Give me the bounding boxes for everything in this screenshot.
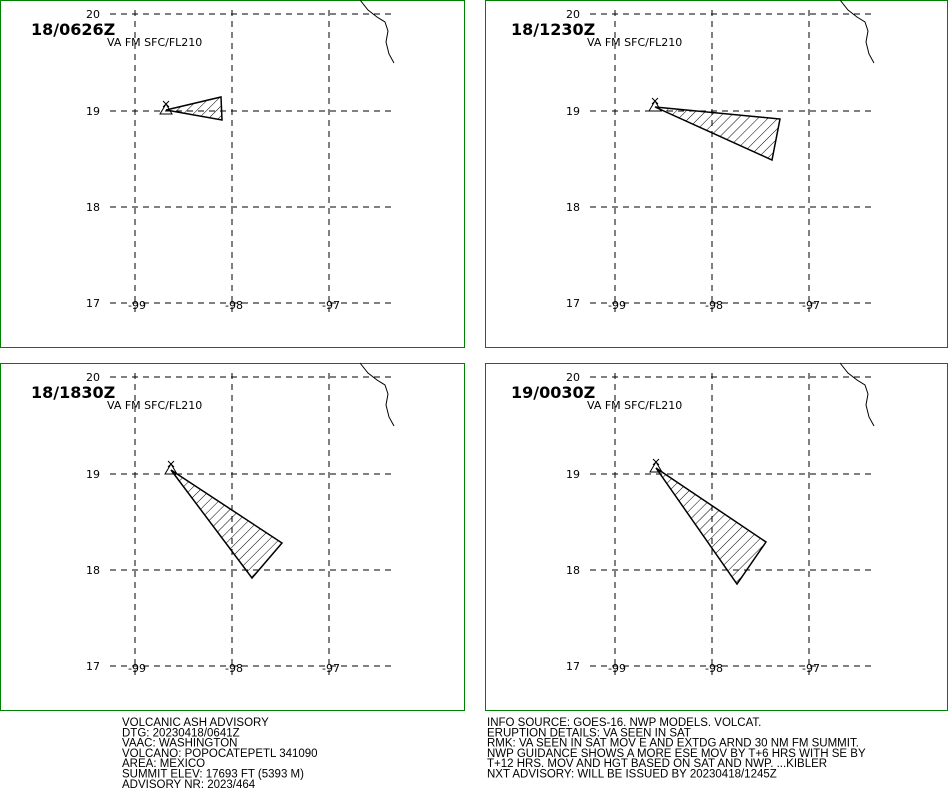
advisory-line: SUMMIT ELEV: 17693 FT (5393 M) <box>122 769 304 781</box>
lat-label: 20 <box>566 371 580 384</box>
panel-border <box>0 363 465 711</box>
ash-area <box>654 106 781 162</box>
ash-area <box>165 96 223 121</box>
valid-time: 19/0030Z <box>511 383 595 402</box>
lon-label: -98 <box>705 299 723 312</box>
flight-level: VA FM SFC/FL210 <box>587 399 682 412</box>
ash-area <box>655 467 768 586</box>
coastline <box>359 362 395 427</box>
flight-level: VA FM SFC/FL210 <box>107 36 202 49</box>
lat-label: 18 <box>86 201 100 214</box>
coastline <box>359 0 395 64</box>
lat-label: 17 <box>86 297 100 310</box>
lat-label: 18 <box>566 564 580 577</box>
lon-label: -98 <box>705 662 723 675</box>
advisory-line: NXT ADVISORY: WILL BE ISSUED BY 20230418… <box>487 769 777 781</box>
lon-label: -97 <box>322 299 340 312</box>
lon-label: -99 <box>128 662 146 675</box>
volcano-symbol <box>159 100 173 115</box>
volcano-symbol <box>649 458 663 473</box>
volcano-symbol <box>648 97 662 112</box>
advisory-line: AREA: MEXICO <box>122 758 205 770</box>
lon-label: -98 <box>225 299 243 312</box>
lon-label: -98 <box>225 662 243 675</box>
advisory-line: ERUPTION DETAILS: VA SEEN IN SAT <box>487 727 691 739</box>
flight-level: VA FM SFC/FL210 <box>107 399 202 412</box>
panel-border <box>485 363 948 711</box>
advisory-line: T+12 HRS. MOV AND HGT BASED ON SAT AND N… <box>487 758 827 770</box>
lat-label: 20 <box>86 371 100 384</box>
lat-label: 19 <box>566 468 580 481</box>
lon-label: -97 <box>322 662 340 675</box>
advisory-line: ADVISORY NR: 2023/464 <box>122 779 256 791</box>
valid-time: 18/1230Z <box>511 20 595 39</box>
panel-border <box>0 0 465 348</box>
lat-label: 17 <box>566 297 580 310</box>
lon-label: -97 <box>802 662 820 675</box>
lat-label: 17 <box>86 660 100 673</box>
ash-area <box>170 469 284 580</box>
valid-time: 18/0626Z <box>31 20 115 39</box>
panel-border <box>485 0 948 348</box>
lat-label: 19 <box>566 105 580 118</box>
advisory-line: VOLCANO: POPOCATEPETL 341090 <box>122 748 318 760</box>
coastline <box>839 362 875 427</box>
lat-label: 18 <box>566 201 580 214</box>
lat-label: 19 <box>86 105 100 118</box>
lat-label: 20 <box>86 8 100 21</box>
lat-label: 17 <box>566 660 580 673</box>
coastline <box>839 0 875 64</box>
advisory-line: NWP GUIDANCE SHOWS A MORE ESE MOV BY T+6… <box>487 748 866 760</box>
lat-label: 20 <box>566 8 580 21</box>
advisory-line: VOLCANIC ASH ADVISORY <box>122 717 269 729</box>
advisory-line: VAAC: WASHINGTON <box>122 738 237 750</box>
lat-label: 19 <box>86 468 100 481</box>
lat-label: 18 <box>86 564 100 577</box>
flight-level: VA FM SFC/FL210 <box>587 36 682 49</box>
lon-label: -99 <box>608 299 626 312</box>
advisory-line: INFO SOURCE: GOES-16. NWP MODELS. VOLCAT… <box>487 717 761 729</box>
volcano-symbol <box>164 460 178 475</box>
advisory-line: DTG: 20230418/0641Z <box>122 727 240 739</box>
lon-label: -99 <box>608 662 626 675</box>
valid-time: 18/1830Z <box>31 383 115 402</box>
lon-label: -99 <box>128 299 146 312</box>
advisory-line: RMK: VA SEEN IN SAT MOV E AND EXTDG ARND… <box>487 738 859 750</box>
lon-label: -97 <box>802 299 820 312</box>
